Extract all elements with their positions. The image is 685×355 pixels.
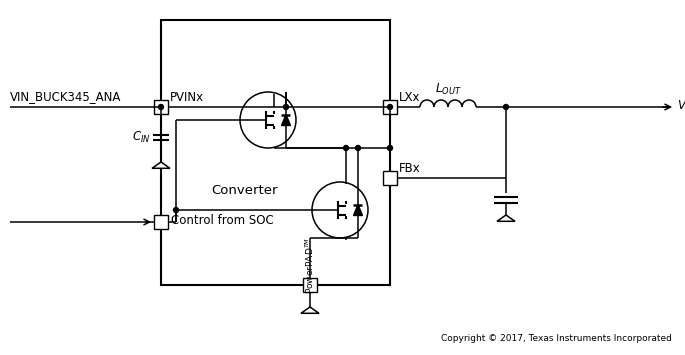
Circle shape [503, 104, 508, 109]
Polygon shape [301, 307, 319, 313]
Text: VIN_BUCK345_ANA: VIN_BUCK345_ANA [10, 90, 121, 103]
Text: LXx: LXx [399, 91, 421, 104]
Polygon shape [353, 204, 362, 215]
Text: $V_{OUT}$: $V_{OUT}$ [677, 98, 685, 114]
Text: FBx: FBx [399, 162, 421, 175]
Circle shape [356, 146, 360, 151]
Circle shape [284, 104, 288, 109]
Bar [154, 100, 168, 114]
Circle shape [343, 146, 349, 151]
Circle shape [173, 208, 179, 213]
Text: PowerPAD$^{TM}$: PowerPAD$^{TM}$ [304, 236, 316, 294]
Text: Copyright © 2017, Texas Instruments Incorporated: Copyright © 2017, Texas Instruments Inco… [441, 334, 672, 343]
Bar [303, 278, 317, 292]
Polygon shape [497, 215, 515, 221]
Circle shape [388, 104, 393, 109]
Bar [154, 215, 168, 229]
Text: $C_{IN}$: $C_{IN}$ [132, 130, 151, 144]
Text: Converter: Converter [212, 184, 278, 197]
Polygon shape [282, 115, 290, 126]
Bar [383, 171, 397, 185]
Circle shape [158, 104, 164, 109]
Text: Control from SOC: Control from SOC [171, 214, 274, 228]
Polygon shape [152, 162, 170, 168]
Text: PVINx: PVINx [170, 91, 204, 104]
Text: $L_{OUT}$: $L_{OUT}$ [435, 82, 461, 97]
Circle shape [388, 146, 393, 151]
Bar [383, 100, 397, 114]
Bar [161, 20, 390, 285]
